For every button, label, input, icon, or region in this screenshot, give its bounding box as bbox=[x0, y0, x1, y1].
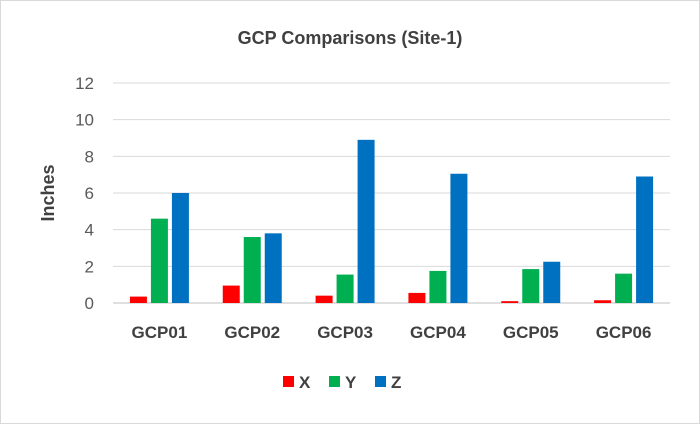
y-tick-label: 10 bbox=[75, 111, 94, 130]
x-tick-label: GCP01 bbox=[132, 323, 188, 342]
x-tick-label: GCP03 bbox=[317, 323, 373, 342]
bar-z-gcp01 bbox=[171, 193, 189, 303]
y-tick-label: 2 bbox=[85, 257, 94, 276]
bar-z-gcp05 bbox=[543, 261, 561, 303]
chart-title: GCP Comparisons (Site-1) bbox=[238, 28, 463, 48]
bar-x-gcp04 bbox=[408, 292, 426, 303]
x-tick-label: GCP06 bbox=[596, 323, 652, 342]
bar-z-gcp06 bbox=[636, 176, 654, 303]
y-tick-label: 4 bbox=[85, 221, 94, 240]
bars bbox=[129, 139, 654, 303]
bar-y-gcp05 bbox=[522, 269, 540, 303]
legend-label-x: X bbox=[299, 373, 311, 392]
y-tick-label: 0 bbox=[85, 294, 94, 313]
bar-y-gcp06 bbox=[615, 273, 633, 303]
bar-x-gcp05 bbox=[501, 301, 519, 303]
bar-x-gcp02 bbox=[222, 285, 240, 303]
bar-y-gcp04 bbox=[429, 270, 447, 303]
bar-y-gcp03 bbox=[336, 274, 354, 303]
y-axis-label: Inches bbox=[38, 164, 58, 221]
bar-x-gcp06 bbox=[594, 300, 612, 303]
y-tick-label: 6 bbox=[85, 184, 94, 203]
bar-x-gcp03 bbox=[315, 295, 333, 303]
legend-label-z: Z bbox=[391, 373, 401, 392]
bar-z-gcp04 bbox=[450, 173, 468, 303]
gridlines bbox=[113, 82, 670, 304]
y-tick-label: 12 bbox=[75, 74, 94, 93]
bar-z-gcp03 bbox=[357, 139, 375, 303]
y-axis-ticks: 0 2 4 6 8 10 12 bbox=[75, 74, 94, 313]
legend: X Y Z bbox=[283, 373, 401, 392]
bar-y-gcp01 bbox=[150, 218, 168, 303]
x-tick-label: GCP05 bbox=[503, 323, 559, 342]
x-axis-ticks: GCP01 GCP02 GCP03 GCP04 GCP05 GCP06 bbox=[132, 323, 652, 342]
bar-y-gcp02 bbox=[243, 237, 261, 303]
y-tick-label: 8 bbox=[85, 147, 94, 166]
legend-swatch-x bbox=[283, 376, 294, 387]
legend-label-y: Y bbox=[345, 373, 357, 392]
x-tick-label: GCP04 bbox=[410, 323, 466, 342]
bar-z-gcp02 bbox=[264, 233, 282, 303]
bar-x-gcp01 bbox=[129, 296, 147, 303]
legend-swatch-z bbox=[375, 376, 386, 387]
legend-swatch-y bbox=[329, 376, 340, 387]
x-tick-label: GCP02 bbox=[224, 323, 280, 342]
